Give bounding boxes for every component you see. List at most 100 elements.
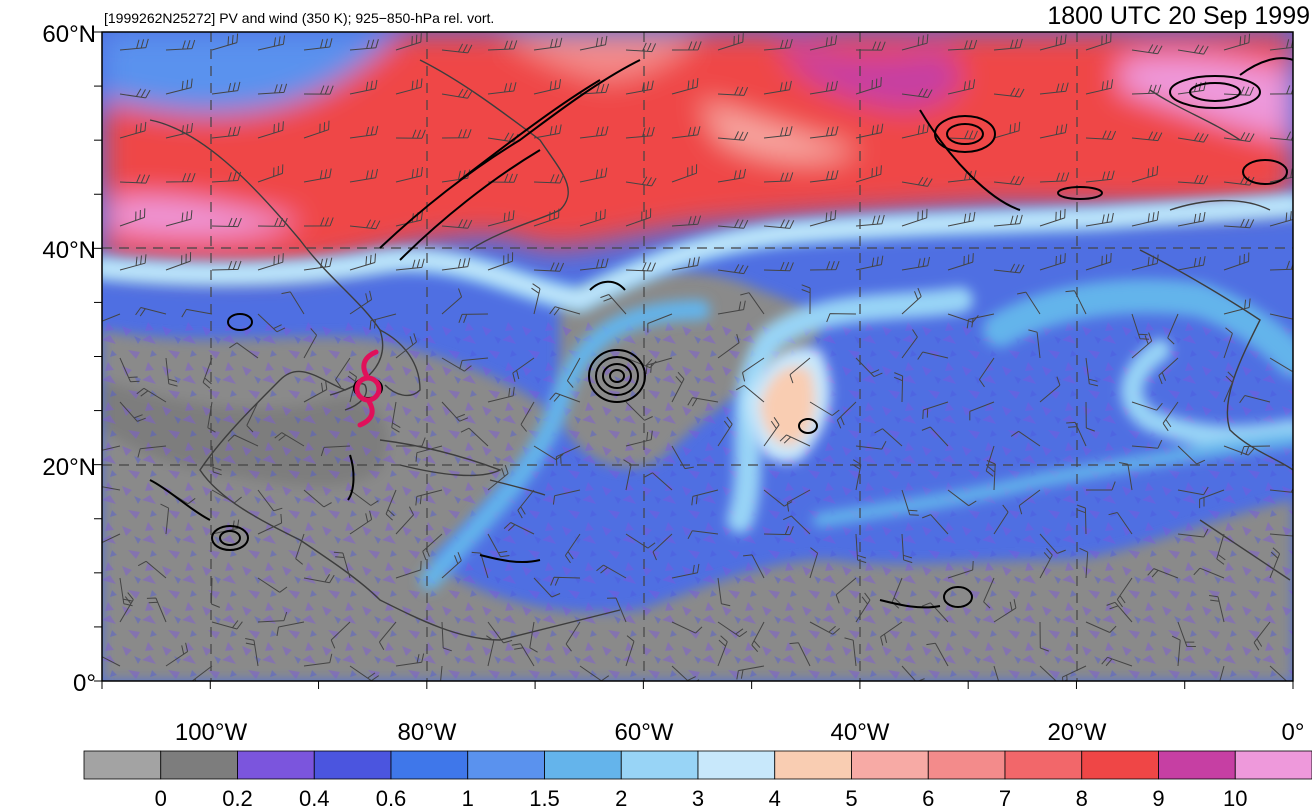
lon-label-20w: 20°W xyxy=(1048,719,1107,746)
wind-barb xyxy=(1269,547,1281,579)
wind-barb xyxy=(1223,298,1251,315)
wind-barb xyxy=(1223,327,1233,359)
wind-barb xyxy=(645,357,673,375)
wind-barb xyxy=(1177,621,1196,647)
wind-barb xyxy=(901,34,929,51)
wind-barb xyxy=(458,313,489,323)
wind-barb xyxy=(1131,44,1163,55)
wind-barb xyxy=(687,530,719,540)
wind-barb xyxy=(644,472,673,491)
wind-barb xyxy=(330,621,351,649)
wind-barb xyxy=(165,210,193,227)
wind-barb xyxy=(1039,123,1068,139)
wind-barb xyxy=(369,313,397,330)
wind-barb xyxy=(349,510,373,535)
wind-barb xyxy=(441,552,462,579)
wind-barb xyxy=(487,533,510,558)
wind-barb xyxy=(625,401,653,421)
wind-barb xyxy=(165,642,189,667)
wind-barb xyxy=(257,83,288,95)
wind-barb xyxy=(102,313,121,322)
wind-barb xyxy=(511,643,535,667)
wind-barb xyxy=(671,621,703,634)
wind-barb xyxy=(487,386,515,403)
wind-barb xyxy=(993,121,1021,139)
wind-barb xyxy=(763,219,795,229)
wind-barb xyxy=(671,41,702,51)
wind-barb xyxy=(947,130,978,140)
colorbar-swatch xyxy=(774,750,852,780)
map-panel xyxy=(102,32,1293,681)
wind-barb xyxy=(395,129,426,139)
colorbar-label: 0.6 xyxy=(376,786,407,810)
wind-barb xyxy=(742,357,765,382)
wind-barb xyxy=(395,78,423,95)
wind-barb xyxy=(165,78,193,95)
wind-barb xyxy=(1106,601,1133,623)
wind-barb xyxy=(533,577,561,598)
wind-barb xyxy=(441,401,469,422)
wind-barb xyxy=(579,83,610,95)
wind-barb xyxy=(763,80,792,95)
wind-barb xyxy=(181,308,213,318)
wind-barb xyxy=(119,401,146,422)
wind-barb xyxy=(246,401,259,433)
wind-barb xyxy=(415,445,443,462)
wind-barb xyxy=(440,665,443,681)
wind-barb xyxy=(503,522,535,535)
wind-barb xyxy=(855,123,884,139)
colorbar-swatch xyxy=(1158,750,1236,780)
wind-barb xyxy=(1199,489,1225,509)
wind-barb xyxy=(1085,79,1114,95)
wind-barb xyxy=(1131,401,1163,411)
wind-barb xyxy=(349,665,380,681)
wind-barb xyxy=(102,656,121,667)
wind-barb xyxy=(947,211,976,227)
wind-barb xyxy=(211,81,241,95)
wind-barb xyxy=(135,307,167,317)
wind-barb xyxy=(579,258,609,271)
wind-barbs xyxy=(102,32,1293,681)
wind-barb xyxy=(1131,165,1159,183)
wind-barb xyxy=(855,165,882,183)
wind-barb xyxy=(119,88,151,99)
wind-barb xyxy=(136,387,167,403)
wind-barb xyxy=(1039,376,1061,403)
wind-barb xyxy=(395,166,423,183)
wind-barb xyxy=(901,88,933,98)
cyclone-arm-south xyxy=(357,397,375,428)
wind-barb xyxy=(579,35,608,51)
wind-barb xyxy=(211,620,243,630)
wind-barb xyxy=(1177,256,1206,271)
wind-barb xyxy=(809,35,838,51)
wind-barb xyxy=(349,219,381,230)
wind-barb xyxy=(257,253,284,271)
wind-barb xyxy=(1131,439,1163,449)
figure-subtitle: [1999262N25272] PV and wind (350 K); 925… xyxy=(104,10,494,26)
colorbar-swatch xyxy=(1081,750,1159,780)
wind-barb xyxy=(1177,486,1209,496)
wind-barb xyxy=(855,357,883,378)
wind-barb xyxy=(809,209,837,227)
wind-barb xyxy=(1085,401,1095,432)
wind-barb xyxy=(917,351,949,360)
wind-barb xyxy=(836,401,857,429)
wind-barb xyxy=(835,577,857,604)
wind-barb xyxy=(1085,252,1112,271)
wind-barb xyxy=(763,126,793,139)
wind-barb xyxy=(1269,313,1293,320)
wind-barb xyxy=(335,357,351,388)
wind-barb xyxy=(1065,290,1087,315)
wind-barb xyxy=(257,313,286,333)
wind-barb xyxy=(1223,252,1250,271)
wind-barb xyxy=(1085,621,1117,633)
lon-label-100w: 100°W xyxy=(175,719,248,746)
wind-barb xyxy=(969,401,995,421)
wind-barb xyxy=(809,170,839,183)
wind-barb xyxy=(303,120,330,139)
wind-barb xyxy=(303,217,334,227)
wind-barb xyxy=(786,489,811,512)
colorbar-swatch xyxy=(620,750,699,780)
wind-barb xyxy=(1010,430,1041,447)
wind-barb xyxy=(257,611,288,623)
